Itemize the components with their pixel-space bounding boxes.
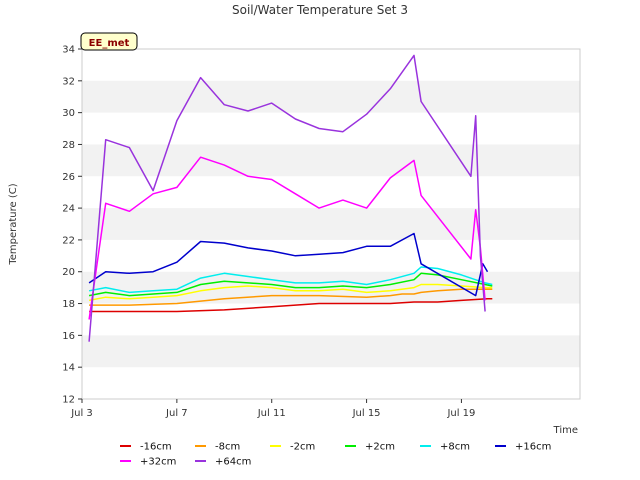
y-tick-label: 24: [62, 204, 75, 215]
legend-label--2cm: -2cm: [290, 442, 315, 453]
x-tick-label: Jul 11: [257, 408, 286, 419]
series-line--16cm: [89, 298, 493, 313]
site-badge-text: EE_met: [89, 38, 130, 49]
y-tick-label: 14: [62, 363, 75, 374]
y-tick-label: 22: [62, 235, 75, 246]
legend-label--8cm: -8cm: [215, 442, 240, 453]
series-line-+16cm: [88, 232, 489, 297]
grid-band: [82, 80, 580, 113]
x-tick-label: Jul 19: [446, 408, 475, 419]
x-axis-label: Time: [553, 425, 578, 436]
site-badge-box: [80, 32, 138, 51]
legend-label-+16cm: +16cm: [515, 442, 551, 453]
y-tick-label: 26: [62, 172, 75, 183]
y-tick-label: 28: [62, 140, 75, 151]
grid-band: [82, 335, 580, 368]
y-tick-label: 12: [62, 395, 75, 406]
legend-label-+32cm: +32cm: [140, 457, 176, 468]
y-axis-label: Temperature (C): [8, 183, 19, 265]
series-line--8cm: [89, 288, 493, 306]
plot-bands: [82, 80, 580, 368]
legend: -16cm -8cm -2cm +2cm +8cm +16cm +32cm +64cm: [120, 442, 551, 468]
legend-label-+64cm: +64cm: [215, 457, 251, 468]
chart-title: Soil/Water Temperature Set 3: [232, 3, 408, 17]
y-tick-label: 34: [62, 45, 75, 56]
grid-band: [82, 208, 580, 240]
plot-frame: [81, 48, 581, 400]
series-line-+64cm: [88, 54, 486, 342]
series-lines: [88, 54, 493, 342]
y-tick-label: 16: [62, 331, 75, 342]
x-tick-label: Jul 15: [352, 408, 381, 419]
x-tick-label: Jul 7: [165, 408, 188, 419]
legend-label-+2cm: +2cm: [365, 442, 395, 453]
site-badge: EE_met: [80, 32, 138, 51]
grid-band: [82, 271, 580, 304]
x-axis-ticks: Jul 3 Jul 7 Jul 11 Jul 15 Jul 19: [70, 399, 475, 419]
grid-band: [82, 144, 580, 177]
x-tick-label: Jul 3: [70, 408, 93, 419]
y-tick-label: 18: [62, 299, 75, 310]
y-tick-label: 20: [62, 267, 75, 278]
y-tick-label: 30: [62, 108, 75, 119]
y-axis-ticks: 12 14 16 18 20 22 24 26 28 30 32 34: [62, 45, 82, 406]
legend-label-+8cm: +8cm: [440, 442, 470, 453]
y-tick-label: 32: [62, 76, 75, 87]
legend-label--16cm: -16cm: [140, 442, 172, 453]
series-line--2cm: [88, 283, 493, 302]
series-line-+32cm: [88, 156, 486, 320]
series-line-+2cm: [88, 272, 493, 297]
series-line-+8cm: [88, 266, 493, 294]
